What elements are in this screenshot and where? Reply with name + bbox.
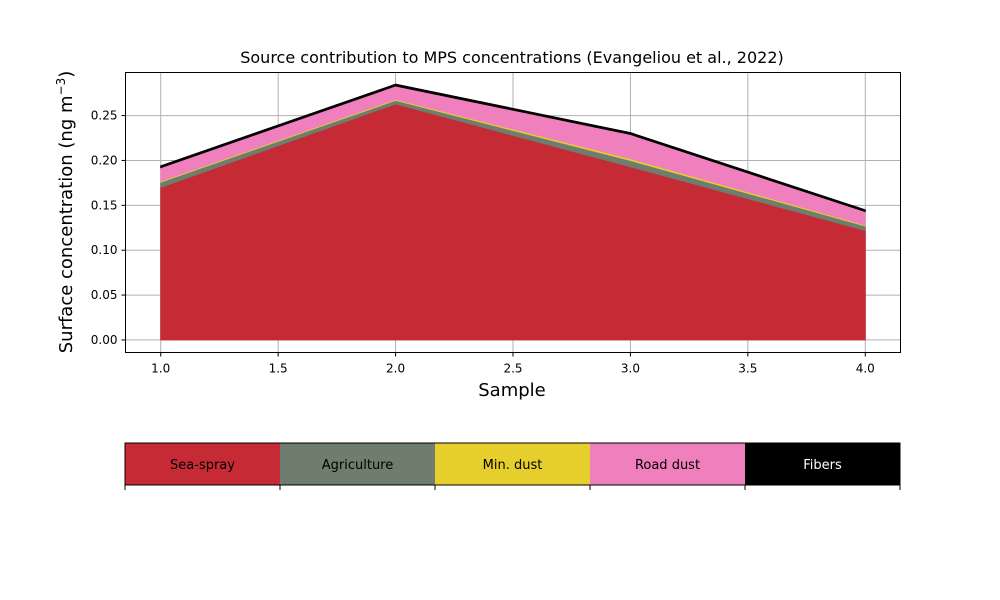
y-axis-label: Surface concentration (ng m−3) [54,71,77,354]
x-tick-label: 3.0 [621,362,640,376]
y-tick-label: 0.20 [91,153,118,167]
legend-label-agriculture: Agriculture [322,458,394,473]
y-tick-label: 0.25 [91,109,118,123]
legend-swatch-agriculture [280,443,435,485]
legend-swatch-min-dust [435,443,590,485]
x-axis-ticks: 1.0 1.5 2.0 2.5 3.0 3.5 4.0 [151,352,875,376]
y-tick-label: 0.15 [91,198,118,212]
legend-frame [124,442,901,486]
legend-label-min-dust: Min. dust [483,458,543,473]
legend-label-sea-spray: Sea-spray [170,458,235,473]
area-fibers [160,83,866,213]
y-tick-label: 0.05 [91,288,118,302]
y-axis-ticks: 0.00 0.05 0.10 0.15 0.20 0.25 [91,109,126,347]
x-tick-label: 4.0 [856,362,875,376]
colorbar-legend: Sea-spray Agriculture Min. dust Road dust Fi… [124,442,901,490]
y-tick-label: 0.00 [91,333,118,347]
x-tick-label: 1.5 [269,362,288,376]
y-axis-label-exponent: −3 [54,78,68,96]
x-axis-label: Sample [478,380,546,401]
legend-swatch-road-dust [590,443,745,485]
y-tick-label: 0.10 [91,243,118,257]
x-tick-label: 2.5 [503,362,522,376]
stacked-areas [160,83,866,341]
legend-swatch-fibers [745,443,900,485]
x-tick-label: 1.0 [151,362,170,376]
y-axis-label-text: Surface concentration (ng m [56,95,77,353]
legend-label-fibers: Fibers [803,458,842,473]
y-axis-label-close: ) [56,71,77,78]
x-tick-label: 3.5 [738,362,757,376]
legend-swatch-sea-spray [125,443,280,485]
chart-title: Source contribution to MPS concentration… [240,48,784,67]
legend-label-road-dust: Road dust [635,458,700,473]
x-tick-label: 2.0 [386,362,405,376]
